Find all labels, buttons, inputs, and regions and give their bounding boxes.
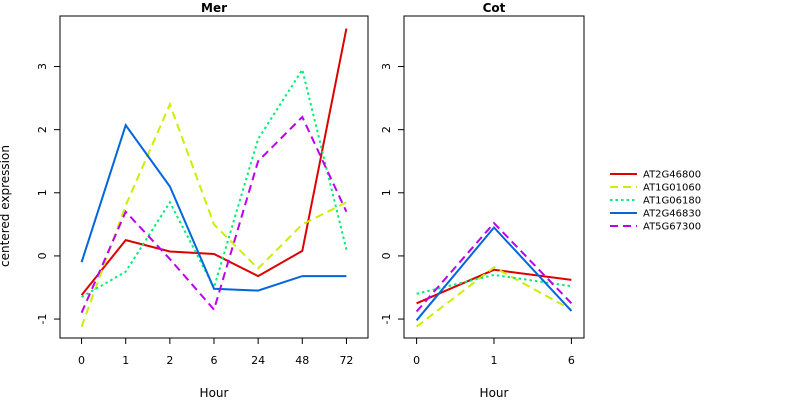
x-axis-title-mer: Hour (200, 386, 229, 400)
y-axis-title: centered expression (0, 145, 12, 267)
x-tick-label-mer: 24 (251, 354, 265, 367)
y-tick-label-mer: 0 (36, 252, 49, 259)
y-tick-label-mer: 3 (36, 63, 49, 70)
legend-label-at5g67300: AT5G67300 (643, 222, 701, 233)
series-line-at1g06180-mer (81, 67, 348, 298)
legend: AT2G46800 AT1G01060 AT1G06180 AT2G46830 AT5G… (610, 170, 701, 233)
y-tick-label-cot: 0 (380, 252, 393, 259)
panel-title-cot: Cot (483, 1, 506, 15)
series-line-at2g46830-mer (80, 123, 347, 292)
legend-label-at1g01060: AT1G01060 (643, 183, 701, 194)
panel-mer: Mer -1 0 1 2 3 0 1 2 6 24 48 72 Hour (36, 1, 369, 400)
x-tick-label-mer: 1 (122, 354, 129, 367)
legend-label-at1g06180: AT1G06180 (643, 196, 701, 207)
x-tick-label-mer: 2 (166, 354, 173, 367)
x-tick-label-mer: 0 (78, 354, 85, 367)
x-tick-label-cot: 6 (568, 354, 575, 367)
series-line-at2g46800-cot (416, 268, 572, 305)
series-line-at5g67300-mer (80, 115, 348, 314)
series-line-at1g01060-cot (415, 266, 572, 328)
y-tick-label-mer: 1 (36, 189, 49, 196)
x-tick-label-cot: 1 (491, 354, 498, 367)
y-tick-label-cot: 3 (380, 63, 393, 70)
y-tick-label-mer: 2 (36, 126, 49, 133)
x-tick-label-mer: 48 (295, 354, 309, 367)
y-tick-label-cot: 1 (380, 189, 393, 196)
y-tick-label-mer: -1 (36, 314, 49, 325)
legend-label-at2g46830: AT2G46830 (643, 209, 701, 220)
x-axis-title-cot: Hour (480, 386, 509, 400)
y-tick-label-cot: -1 (380, 314, 393, 325)
series-line-at2g46830-cot (415, 225, 573, 321)
series-line-at1g01060-mer (80, 101, 347, 327)
panel-title-mer: Mer (201, 1, 227, 15)
x-tick-label-mer: 6 (211, 354, 218, 367)
legend-label-at2g46800: AT2G46800 (643, 170, 701, 181)
panel-cot: Cot -1 0 1 2 3 0 1 6 Hour (380, 1, 585, 400)
series-line-at5g67300-cot (415, 221, 573, 313)
y-tick-label-cot: 2 (380, 126, 393, 133)
series-line-at2g46800-mer (80, 28, 348, 296)
x-tick-label-cot: 0 (413, 354, 420, 367)
x-tick-label-mer: 72 (339, 354, 353, 367)
